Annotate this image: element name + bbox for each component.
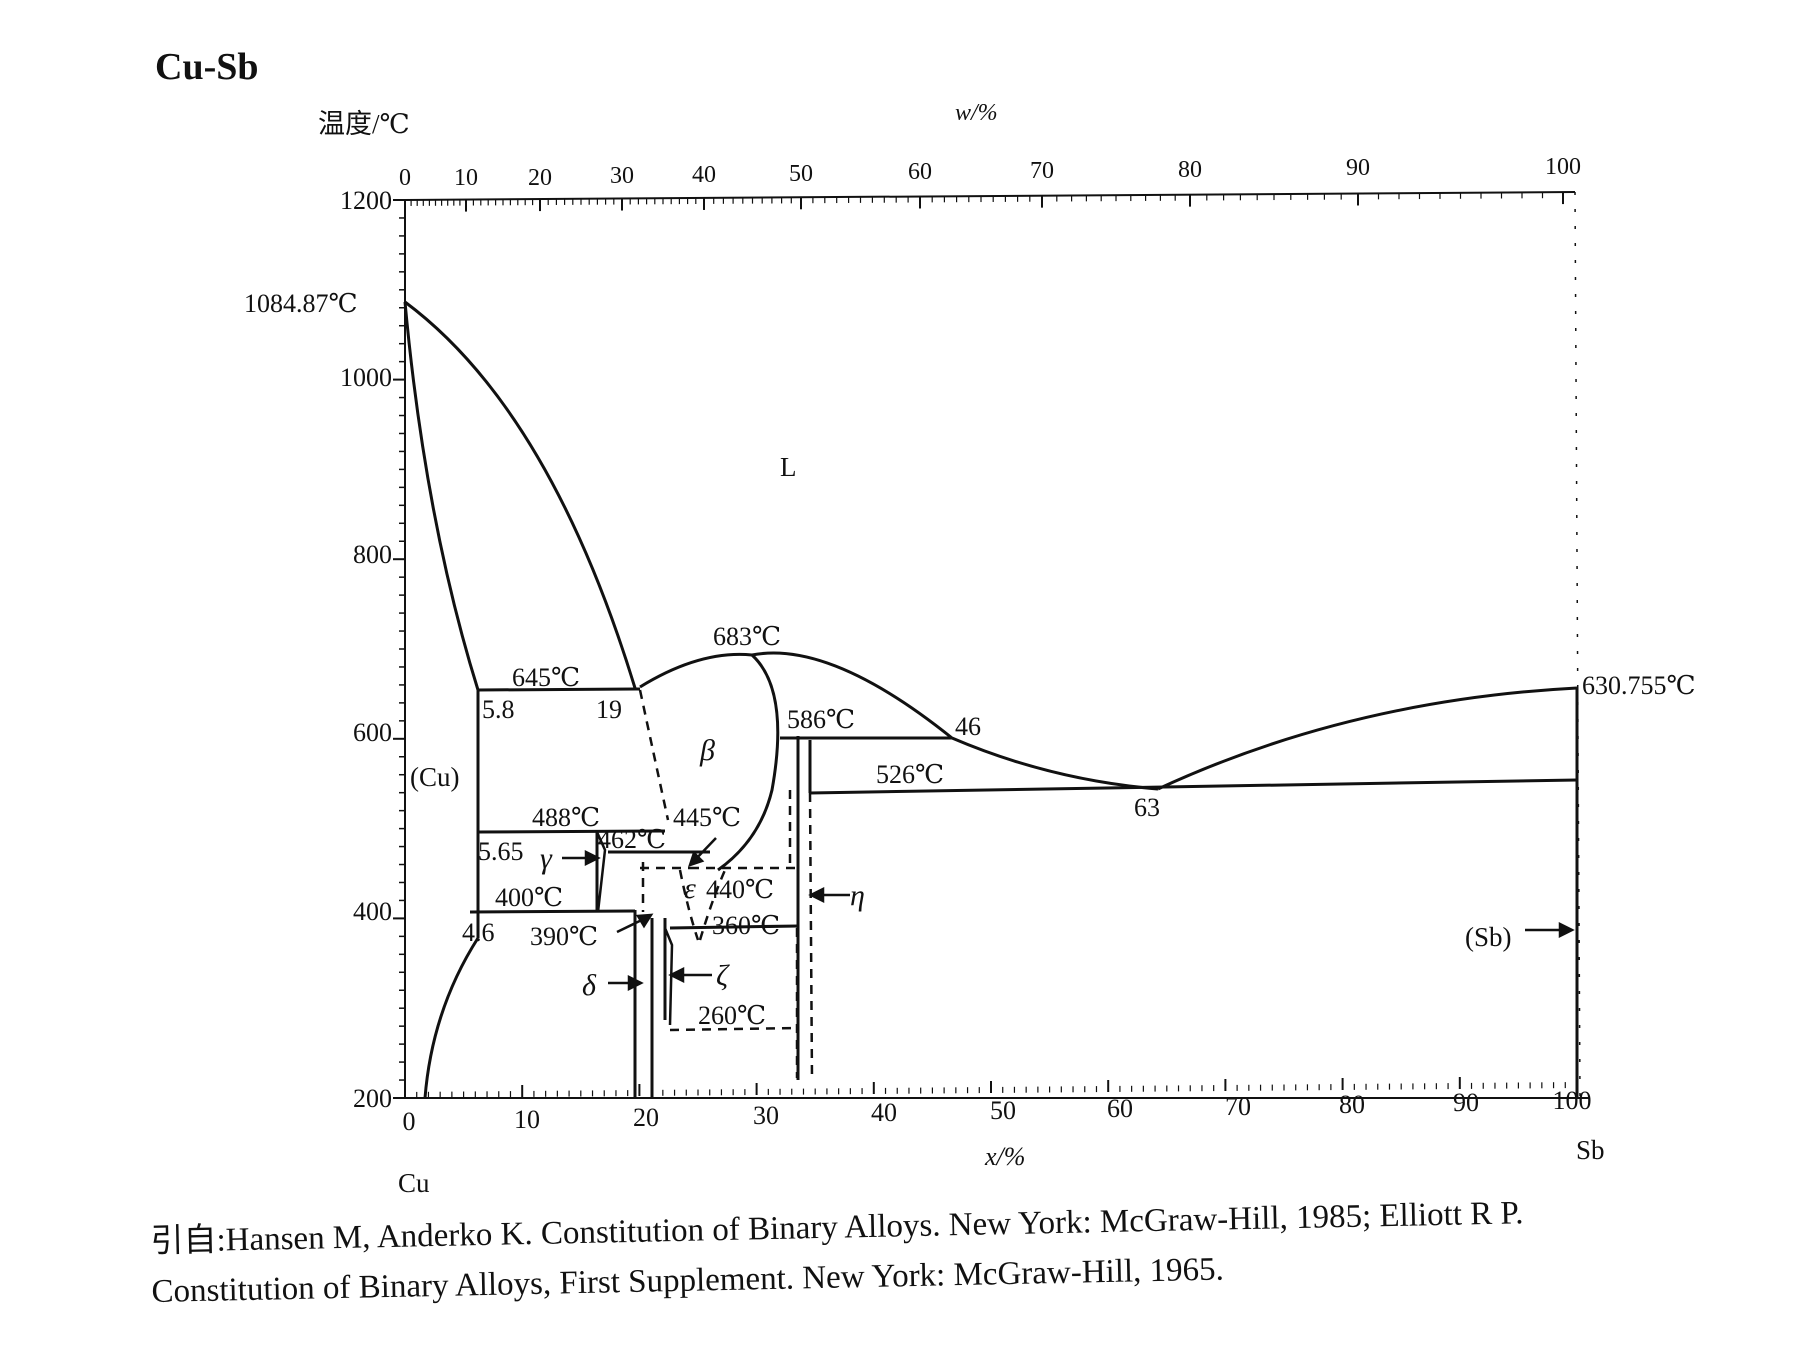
composition-4-6-label: 4.6 (462, 918, 495, 947)
y-tick-label: 200 (353, 1084, 392, 1113)
bottom-tick-label: 40 (871, 1098, 897, 1127)
eta-right-dashed (808, 792, 814, 1081)
beta-phase-label: β (699, 734, 715, 767)
temp-445-label: 445℃ (673, 803, 741, 832)
bottom-tick-label: 20 (633, 1103, 659, 1132)
composition-46-label: 46 (955, 712, 981, 741)
cu-solvus-lower (423, 937, 480, 1099)
x-axis-top (404, 191, 1576, 201)
eutectoid-400 (469, 909, 636, 914)
t390-arrow-head (635, 913, 654, 929)
top-tick-label: 40 (692, 162, 716, 188)
bottom-tick-label: 30 (753, 1101, 779, 1130)
diagram-title: Cu-Sb (155, 46, 259, 88)
top-tick-label: 30 (610, 163, 634, 189)
eutectoid-488 (477, 829, 666, 834)
dashed-boundaries (638, 689, 814, 1081)
temp-260-label: 260℃ (698, 1001, 766, 1030)
bottom-tick-label: 80 (1339, 1090, 1365, 1119)
epsilon-left-dashed (678, 869, 700, 941)
temp-462-label: 462℃ (598, 825, 666, 854)
line-260 (669, 1026, 798, 1032)
composition-63-label: 63 (1134, 793, 1160, 822)
temp-526-label: 526℃ (876, 760, 944, 789)
peritectic-645 (477, 687, 641, 692)
bottom-tick-label: 70 (1225, 1092, 1251, 1121)
minor-ticks (399, 192, 1566, 1098)
temp-645-label: 645℃ (512, 663, 580, 692)
bottom-tick-label: 0 (403, 1107, 416, 1136)
top-tick-label: 0 (399, 165, 411, 191)
epsilon-phase-label: ε (684, 872, 696, 905)
bottom-tick-label: 100 (1553, 1086, 1592, 1115)
top-tick-label: 80 (1178, 157, 1202, 183)
eutectoid-360 (669, 924, 799, 930)
atomic-percent-axis-label: x/% (985, 1142, 1026, 1171)
temp-400-label: 400℃ (495, 883, 563, 912)
eutectic-526 (809, 778, 1578, 795)
top-tick-label: 10 (454, 165, 478, 191)
sb-phase-label: (Sb) (1465, 922, 1512, 952)
beta-liquidus-left (639, 652, 753, 689)
liquidus-sb (1157, 686, 1578, 791)
composition-19-label: 19 (596, 695, 622, 724)
top-tick-label: 70 (1030, 158, 1054, 184)
arrows (562, 831, 1575, 1026)
liquid-phase-label: L (780, 452, 797, 482)
top-tick-label: 100 (1545, 154, 1581, 180)
phase-boundaries (403, 300, 1579, 1099)
solidus-cu (403, 301, 480, 691)
y-tick-label: 1000 (340, 363, 392, 392)
major-ticks (393, 192, 1578, 1099)
gamma-phase-label: γ (540, 842, 553, 875)
temp-440-label: 440℃ (706, 875, 774, 904)
beta-right-boundary (717, 653, 780, 872)
top-tick-label: 90 (1346, 155, 1370, 181)
eta-phase-label: η (850, 879, 865, 912)
right-element-label: Sb (1576, 1135, 1605, 1165)
top-tick-label: 50 (789, 161, 813, 187)
top-tick-label: 20 (528, 165, 552, 191)
beta-left-dashed (638, 689, 670, 821)
delta-arrow-head (627, 974, 644, 992)
bottom-tick-label: 60 (1107, 1094, 1133, 1123)
temp-488-label: 488℃ (532, 803, 600, 832)
temp-683-label: 683℃ (713, 622, 781, 651)
temperature-axis-label: 温度/℃ (318, 109, 410, 139)
gamma-arrow-head (584, 849, 601, 867)
sb-melting-point-label: 630.755℃ (1582, 671, 1696, 700)
bottom-tick-label: 50 (990, 1096, 1016, 1125)
temp-390-label: 390℃ (530, 922, 598, 951)
t445-arrow-head (688, 850, 705, 867)
y-tick-label: 800 (353, 540, 392, 569)
cu-melting-point-label: 1084.87℃ (244, 289, 358, 318)
sb-arrow-head (1558, 921, 1575, 939)
epsilon-right-dashed (698, 869, 727, 941)
composition-5-8-label: 5.8 (482, 695, 515, 724)
eta-arrow-head (808, 886, 825, 904)
zeta-arrow-head (668, 966, 685, 984)
delta-phase-label: δ (582, 969, 597, 1002)
gamma-wedge (595, 831, 607, 913)
composition-5-65-label: 5.65 (478, 837, 524, 866)
cu-phase-label: (Cu) (410, 762, 460, 792)
y-tick-label: 600 (353, 718, 392, 747)
y-tick-label: 400 (353, 897, 392, 926)
temp-586-label: 586℃ (787, 705, 855, 734)
bottom-tick-label: 90 (1453, 1088, 1479, 1117)
left-element-label: Cu (398, 1168, 430, 1198)
zeta-phase-label: ζ (716, 959, 730, 992)
y-tick-label: 1200 (340, 186, 392, 215)
weight-percent-axis-label: w/% (955, 100, 998, 126)
temp-360-label: 360℃ (712, 911, 780, 940)
zeta-wedge (663, 927, 674, 1026)
top-tick-label: 60 (908, 159, 932, 185)
liquidus-cu (404, 300, 637, 689)
bottom-tick-label: 10 (514, 1105, 540, 1134)
